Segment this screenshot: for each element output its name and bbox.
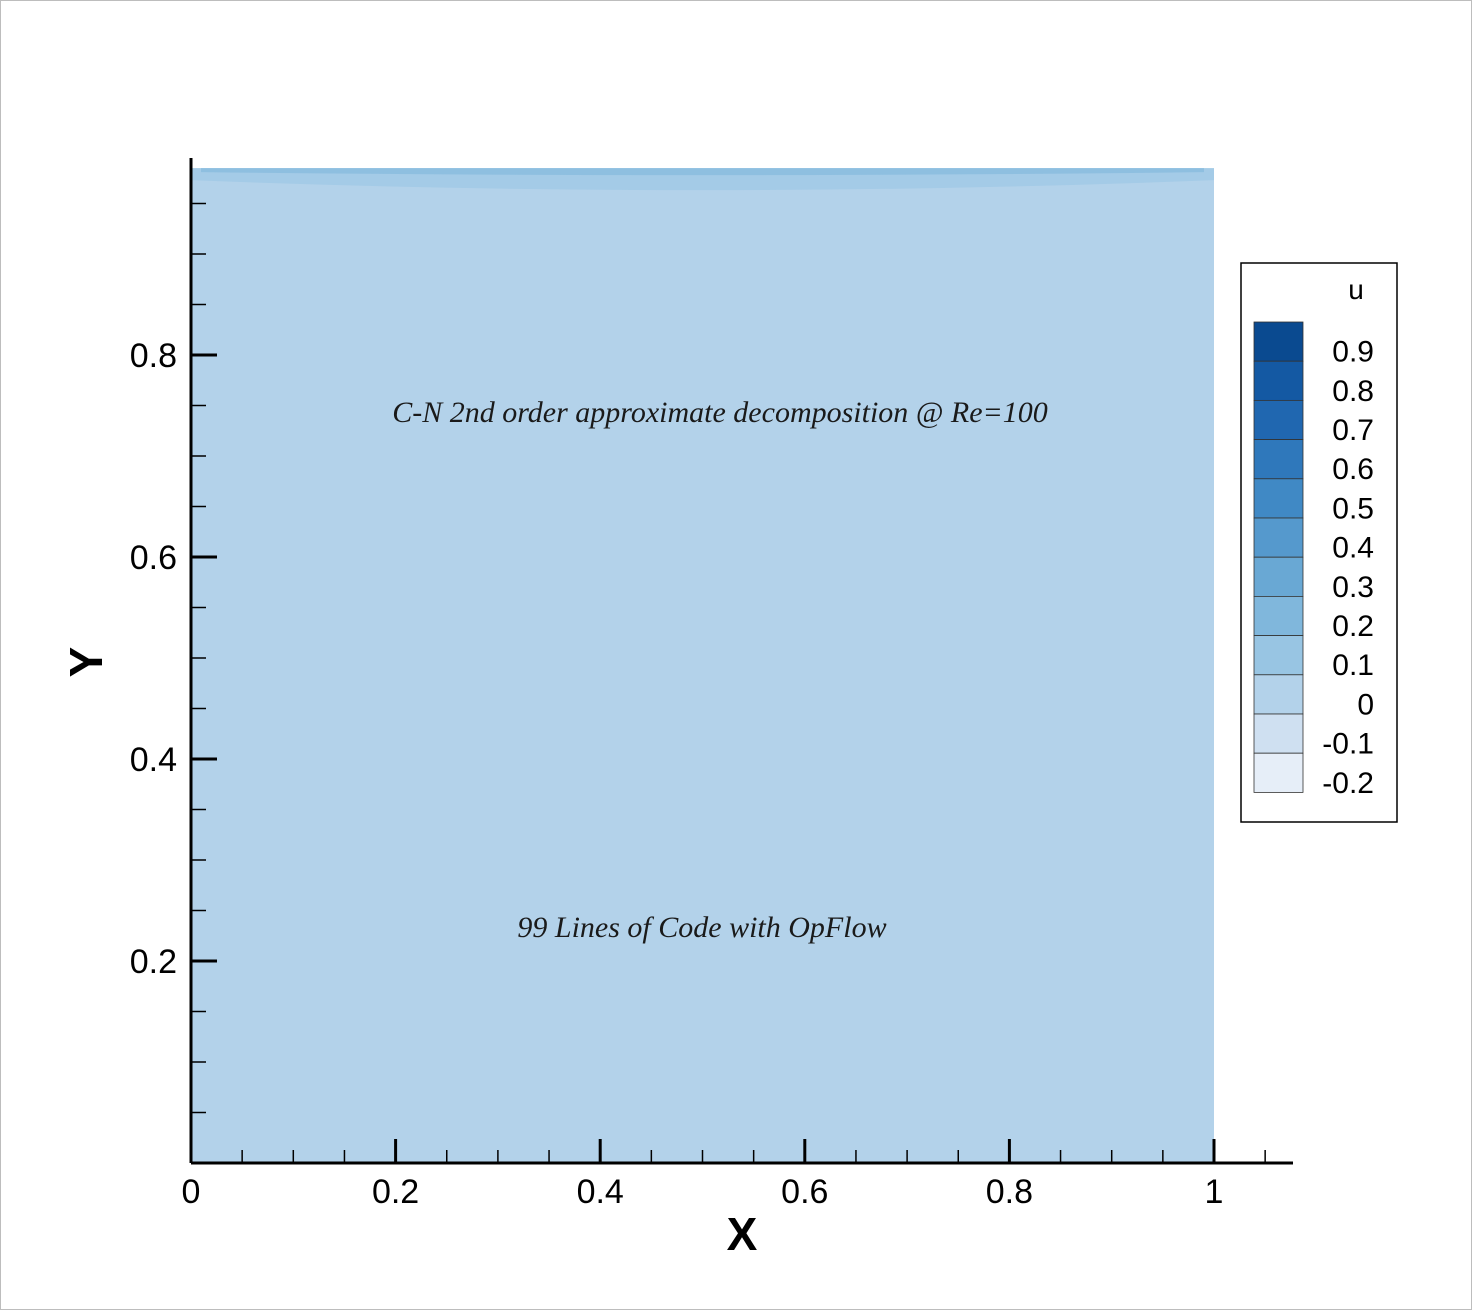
x-tick-label: 0 bbox=[182, 1173, 201, 1211]
legend-label: 0.4 bbox=[1332, 532, 1374, 565]
legend-swatch bbox=[1253, 439, 1304, 480]
annotation-code: 99 Lines of Code with OpFlow bbox=[517, 911, 886, 944]
tick-labels: 0 0.2 0.4 0.6 0.8 1 0.2 0.4 0.6 0.8 bbox=[130, 337, 1224, 1211]
legend-swatch bbox=[1253, 399, 1304, 440]
legend-label: 0.9 bbox=[1332, 336, 1374, 369]
legend-swatch bbox=[1253, 556, 1304, 597]
axes bbox=[189, 158, 1293, 1165]
legend-label: 0.3 bbox=[1332, 571, 1374, 604]
legend-label: 0.8 bbox=[1332, 375, 1374, 408]
x-tick-label: 1 bbox=[1205, 1173, 1224, 1211]
annotation-scheme: C-N 2nd order approximate decomposition … bbox=[392, 396, 1048, 429]
x-axis-title: X bbox=[727, 1208, 758, 1260]
legend-label: 0.1 bbox=[1332, 649, 1374, 682]
y-tick-label: 0.2 bbox=[130, 943, 177, 981]
legend-label: 0.6 bbox=[1332, 453, 1374, 486]
legend-label: 0 bbox=[1357, 688, 1374, 721]
y-tick-label: 0.6 bbox=[130, 539, 177, 577]
legend-label: 0.7 bbox=[1332, 414, 1374, 447]
legend-swatch bbox=[1253, 517, 1304, 558]
colorbar-legend: u 0.9 0.8 0.7 0.6 0.5 0.4 0.3 0.2 0.1 0 -0.1 -0.2 bbox=[1240, 262, 1398, 823]
x-tick-label: 0.8 bbox=[986, 1173, 1033, 1211]
legend-label: 0.5 bbox=[1332, 492, 1374, 525]
legend-swatch bbox=[1253, 596, 1304, 637]
legend-swatch bbox=[1253, 478, 1304, 519]
legend-swatch bbox=[1253, 752, 1304, 793]
y-tick-label: 0.4 bbox=[130, 741, 177, 779]
legend-swatch bbox=[1253, 360, 1304, 401]
x-tick-label: 0.6 bbox=[781, 1173, 828, 1211]
legend-label: -0.2 bbox=[1322, 767, 1374, 800]
legend-title: u bbox=[1348, 274, 1364, 305]
x-tick-label: 0.4 bbox=[577, 1173, 624, 1211]
legend-label: 0.2 bbox=[1332, 610, 1374, 643]
legend-label: -0.1 bbox=[1322, 728, 1374, 761]
legend-swatch bbox=[1253, 321, 1304, 362]
field-top-band-inner bbox=[201, 168, 1204, 176]
legend-swatch bbox=[1253, 674, 1304, 715]
field-background bbox=[191, 168, 1214, 1163]
contour-field bbox=[191, 168, 1214, 1163]
legend-swatch bbox=[1253, 635, 1304, 676]
y-tick-label: 0.8 bbox=[130, 337, 177, 375]
y-axis-title: Y bbox=[60, 647, 112, 678]
legend-swatch bbox=[1253, 713, 1304, 754]
x-tick-label: 0.2 bbox=[372, 1173, 419, 1211]
